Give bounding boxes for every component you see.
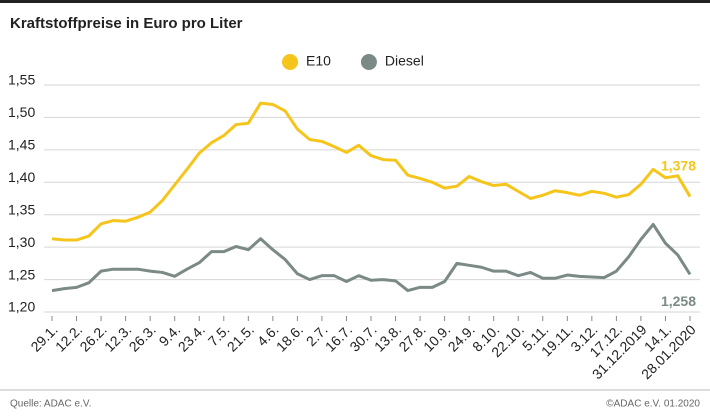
source: Quelle: ADAC e.V. (10, 399, 91, 410)
x-tick-label: 29.1. (27, 321, 60, 354)
y-tick-label: 1,30 (8, 234, 35, 250)
x-tick-label: 10.9. (420, 321, 453, 354)
x-tick-label: 24.9. (445, 321, 478, 354)
chart-title: Kraftstoffpreise in Euro pro Liter (10, 15, 243, 32)
x-tick-label: 12.3. (101, 321, 134, 354)
credit: ©ADAC e.V. 01.2020 (606, 399, 700, 410)
y-tick-label: 1,55 (8, 72, 35, 88)
top-rule (0, 0, 710, 3)
x-tick-label: 26.3. (126, 321, 159, 354)
y-tick-label: 1,50 (8, 104, 35, 120)
x-tick-label: 18.6. (273, 321, 306, 354)
y-tick-label: 1,20 (8, 299, 35, 315)
value-label: 1,378 (661, 157, 696, 173)
legend-marker (360, 54, 377, 70)
x-tick-label: 26.2. (76, 321, 109, 354)
y-tick-label: 1,45 (8, 137, 35, 153)
line (51, 101, 692, 242)
x-tick-label: 21.5. (224, 321, 257, 354)
value-label: 1,258 (661, 293, 696, 309)
x-tick-label: 16.7. (322, 321, 355, 354)
legend-marker (282, 54, 298, 70)
x-tick-label: 27.8. (395, 321, 428, 354)
y-tick-label: 1,40 (8, 169, 35, 185)
x-tick-label: 30.7. (346, 321, 379, 354)
legend-label: E10 (306, 53, 331, 69)
x-tick-label: 12.2. (52, 321, 85, 354)
x-tick-label: 23.4. (175, 321, 208, 354)
y-tick-label: 1,35 (8, 201, 35, 217)
line (51, 222, 692, 293)
legend-label: Diesel (385, 53, 424, 69)
y-tick-label: 1,25 (8, 266, 35, 282)
x-tick-label: 13.8. (371, 321, 404, 354)
